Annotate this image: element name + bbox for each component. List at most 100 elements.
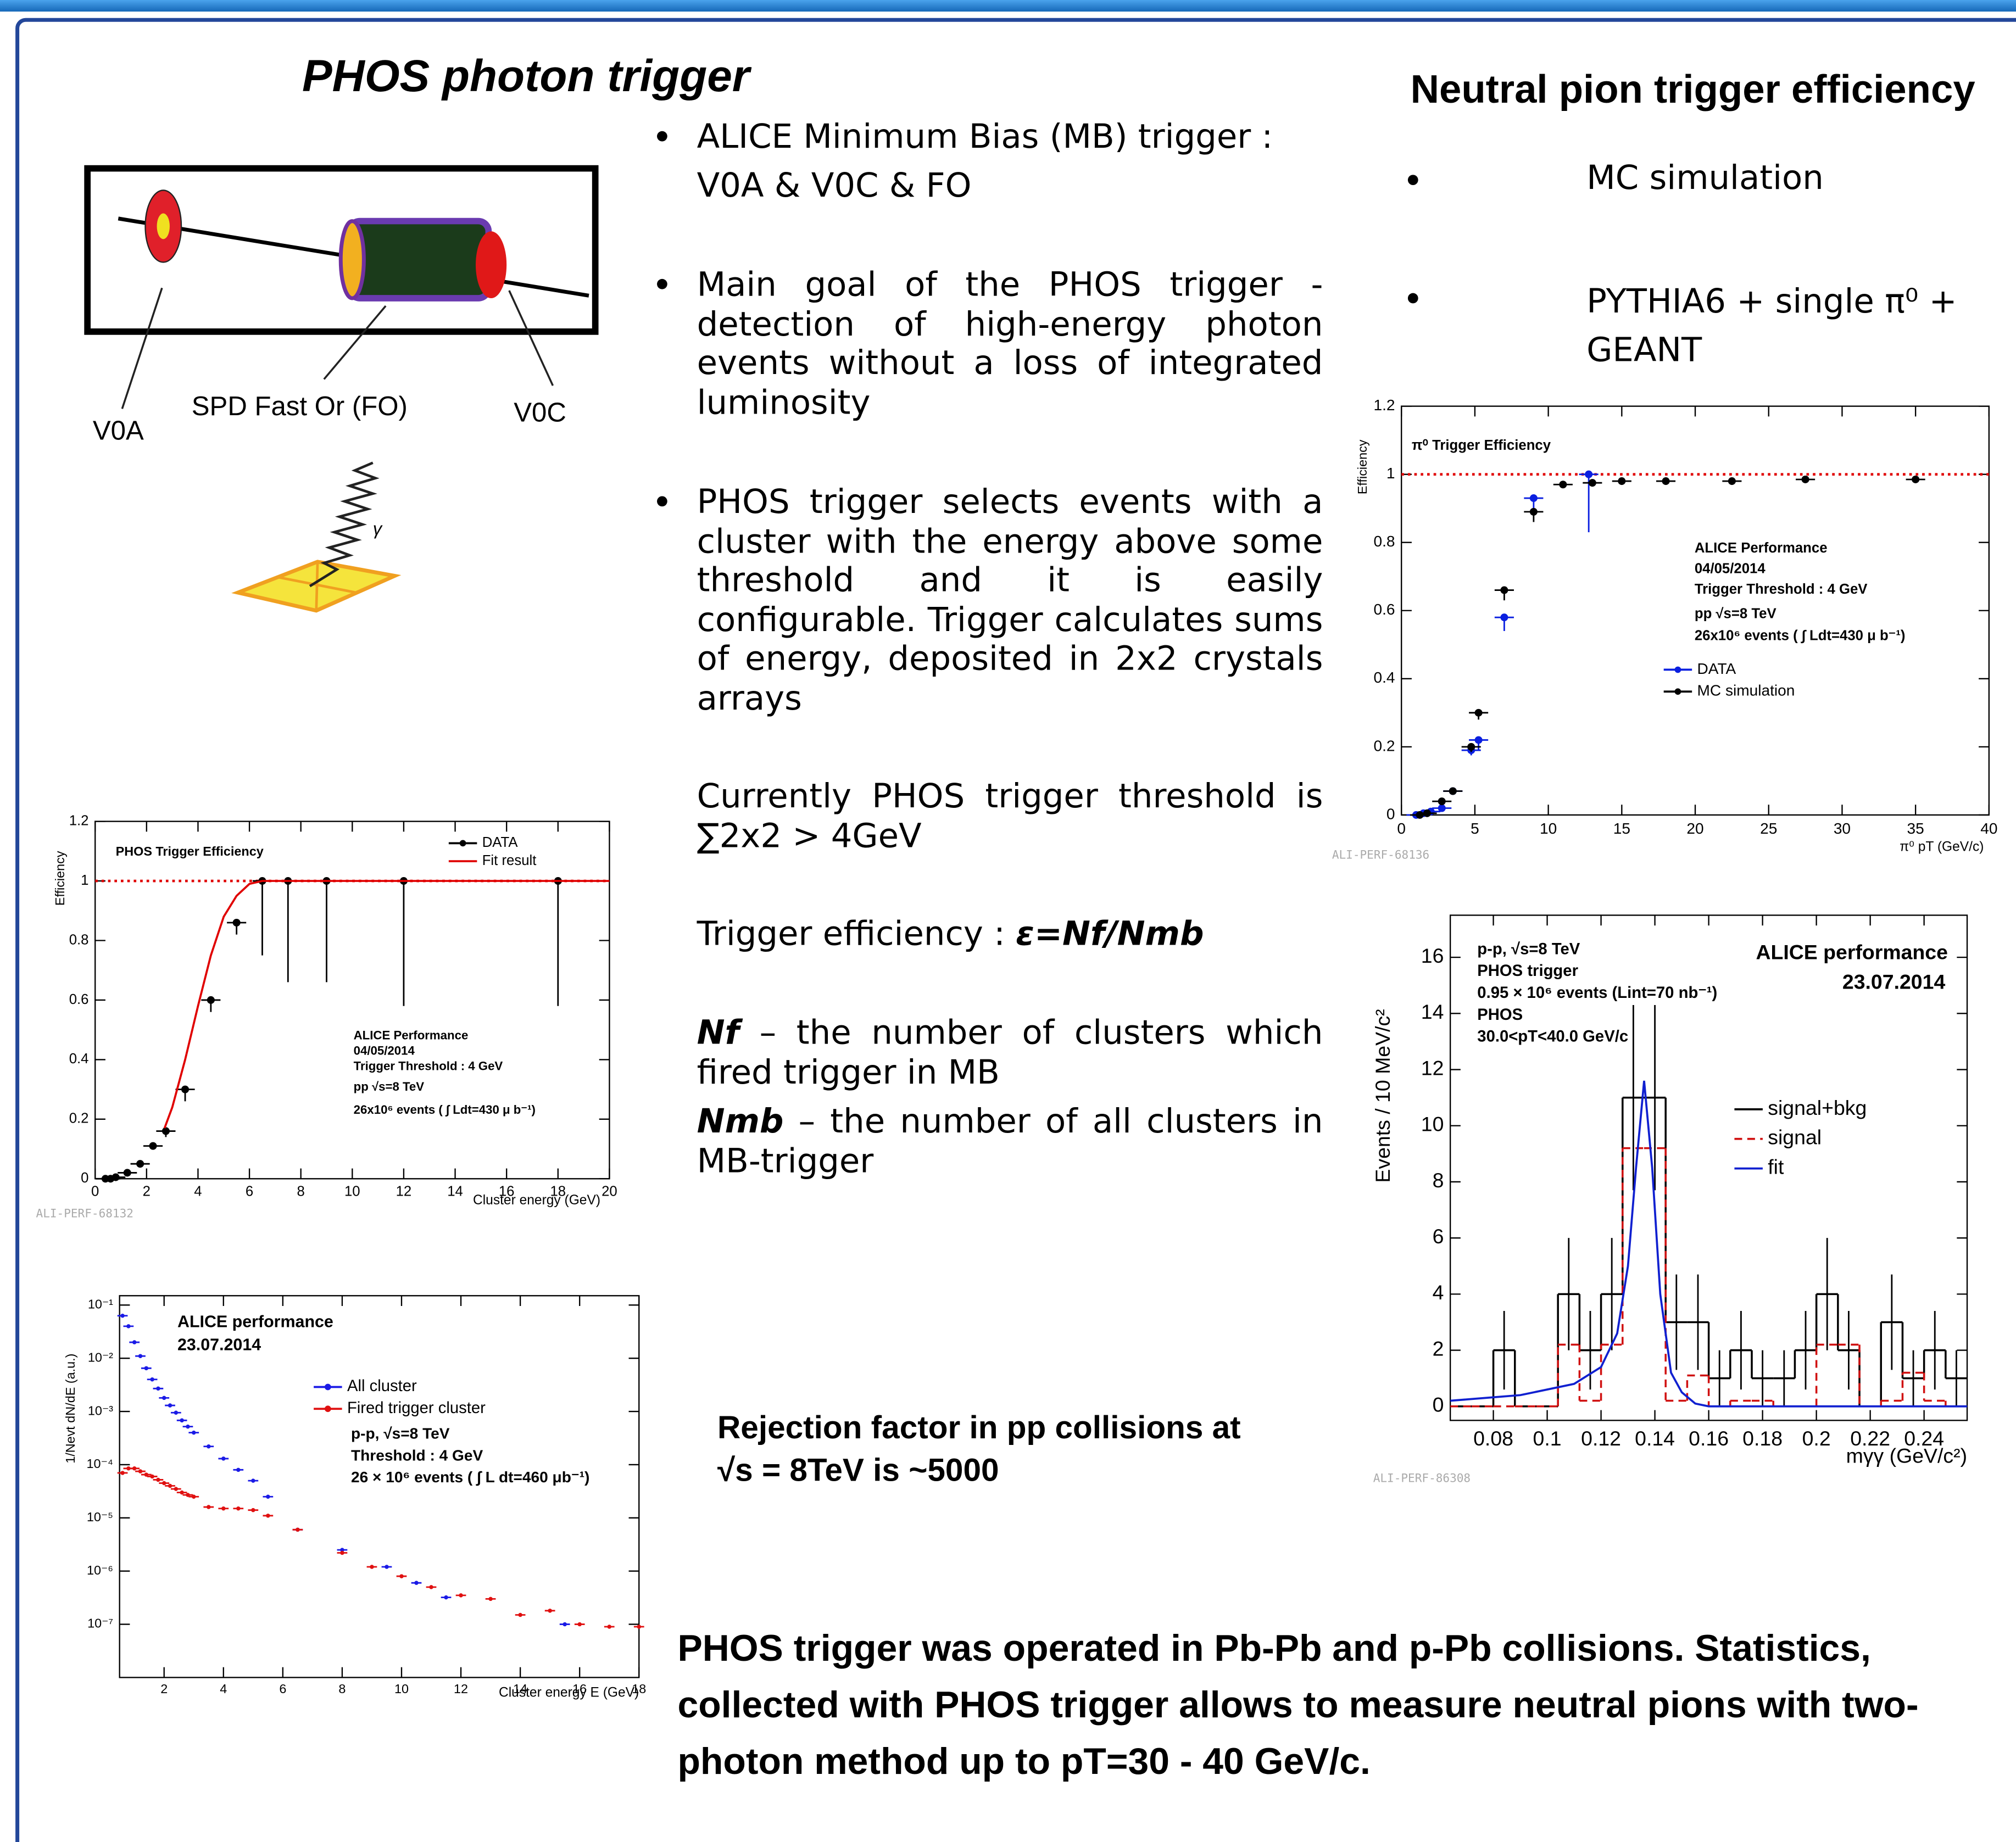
efficiency-text: Trigger efficiency : ε=Nf/Nmb: [697, 915, 1323, 955]
photon-icon: γ: [238, 463, 395, 611]
x-tick-label: 10: [394, 1682, 409, 1696]
y-tick-label: 6: [1433, 1225, 1444, 1248]
annotation: ALICE performance: [177, 1312, 333, 1331]
y-axis-label: Efficiency: [53, 851, 67, 906]
x-tick-label: 4: [220, 1682, 227, 1696]
x-tick-label: 0.16: [1689, 1427, 1729, 1450]
bullet: [657, 496, 667, 506]
rejection-text: Rejection factor in pp collisions at: [717, 1410, 1241, 1448]
legend-label: signal: [1768, 1126, 1822, 1149]
legend-marker: [325, 1405, 331, 1412]
data-point: [488, 1597, 492, 1601]
data-point: [180, 1419, 183, 1422]
data-point: [221, 1456, 225, 1460]
v0a-core: [157, 214, 170, 239]
x-tick-label: 0.18: [1742, 1427, 1783, 1450]
y-tick-label: 0.2: [1373, 737, 1395, 754]
section-title: Neutral pion trigger efficiency: [1411, 67, 1975, 113]
data-point: [1728, 477, 1736, 485]
poster: V0A SPD Fast Or (FO) V0C γ 00.20.40.60.8…: [0, 0, 2016, 1842]
data-point: [180, 1491, 183, 1494]
x-tick-label: 15: [1613, 820, 1630, 837]
x-tick-label: 12: [396, 1184, 412, 1199]
x-tick-label: 4: [194, 1184, 202, 1199]
y-tick-label: 0.8: [1373, 533, 1395, 550]
y-tick-label: 12: [1421, 1056, 1444, 1079]
x-tick-label: 20: [1686, 820, 1703, 837]
data-point: [174, 1487, 178, 1491]
term: Nmb: [697, 1103, 784, 1141]
data-point: [144, 1366, 148, 1370]
data-point: [162, 1481, 166, 1485]
data-point: [138, 1354, 142, 1358]
data-point: [444, 1595, 448, 1599]
y-tick-label: 0: [1386, 805, 1395, 822]
data-point: [1559, 481, 1567, 488]
data-point: [168, 1403, 172, 1407]
x-tick-label: 0: [91, 1184, 99, 1199]
annotation: Trigger Threshold : 4 GeV: [354, 1059, 503, 1073]
x-tick-label: 5: [1471, 820, 1479, 837]
x-tick-label: 14: [447, 1184, 463, 1199]
x-tick-label: 0.12: [1581, 1427, 1621, 1450]
x-tick-label: 35: [1907, 820, 1924, 837]
footer: ALI-PERF-86308: [1373, 1471, 1471, 1485]
legend-label: MC simulation: [1697, 682, 1795, 699]
data-point: [132, 1466, 136, 1470]
data-point: [156, 1387, 160, 1391]
data-point: [1423, 810, 1431, 817]
poster-title: PHOS photon trigger: [302, 52, 750, 103]
data-point: [233, 919, 241, 926]
detector-diagram: V0A SPD Fast Or (FO) V0C: [87, 169, 595, 446]
data-point: [296, 1528, 299, 1532]
legend-marker: [460, 840, 466, 847]
data-point: [162, 1396, 166, 1400]
data-point: [1802, 476, 1809, 483]
y-tick-label: 10⁻⁴: [87, 1456, 113, 1471]
data-point: [251, 1478, 255, 1482]
y-tick-label: 0.6: [69, 992, 89, 1007]
annotation: ALICE Performance: [354, 1028, 469, 1042]
rejection-text: √s = 8TeV is ~5000: [717, 1453, 999, 1490]
data-point: [607, 1625, 611, 1628]
data-point: [149, 1142, 157, 1150]
x-tick-label: 25: [1760, 820, 1777, 837]
y-tick-label: 0: [81, 1170, 88, 1186]
data-point: [192, 1431, 196, 1434]
bullet: [1408, 175, 1418, 185]
data-point: [1618, 477, 1625, 485]
annotation: 26 × 10⁶ events ( ∫ L dt=460 μb⁻¹): [351, 1469, 589, 1486]
data-point: [1475, 709, 1483, 717]
x-axis-label: Cluster energy E (GeV): [499, 1685, 639, 1700]
data-point: [236, 1506, 240, 1510]
crystal-divider: [316, 562, 318, 611]
y-tick-label: 0.6: [1373, 601, 1395, 618]
legend-label: signal+bkg: [1768, 1096, 1867, 1119]
legend-marker: [1675, 688, 1681, 695]
y-axis-label: Efficiency: [1355, 439, 1369, 494]
data-point: [459, 1593, 463, 1597]
legend-label: All cluster: [347, 1377, 417, 1395]
data-point: [370, 1565, 374, 1569]
bullet-text: PHOS trigger selects events with a clust…: [697, 483, 1323, 719]
data-point: [1585, 471, 1592, 478]
bullet-text: MC simulation: [1586, 159, 1824, 198]
data-point: [429, 1585, 433, 1589]
annotation: 04/05/2014: [1695, 561, 1766, 577]
data-point: [1589, 479, 1596, 487]
data-point: [192, 1495, 196, 1499]
annotation: ALICE Performance: [1695, 540, 1828, 556]
annotation: PHOS trigger: [1477, 962, 1578, 980]
data-point: [150, 1475, 154, 1478]
legend-marker: [1675, 667, 1681, 673]
x-tick-label: 12: [454, 1682, 468, 1696]
v0c: [476, 231, 506, 298]
y-tick-label: 1.2: [69, 813, 89, 828]
bullet: [1408, 293, 1418, 304]
plot-frame: [95, 822, 609, 1179]
detector-label: SPD Fast Or (FO): [192, 392, 408, 421]
x-tick-label: 2: [143, 1184, 151, 1199]
data-point: [1438, 797, 1446, 805]
x-axis-label: π⁰ pT (GeV/c): [1900, 839, 1984, 854]
data-point: [1438, 804, 1446, 812]
